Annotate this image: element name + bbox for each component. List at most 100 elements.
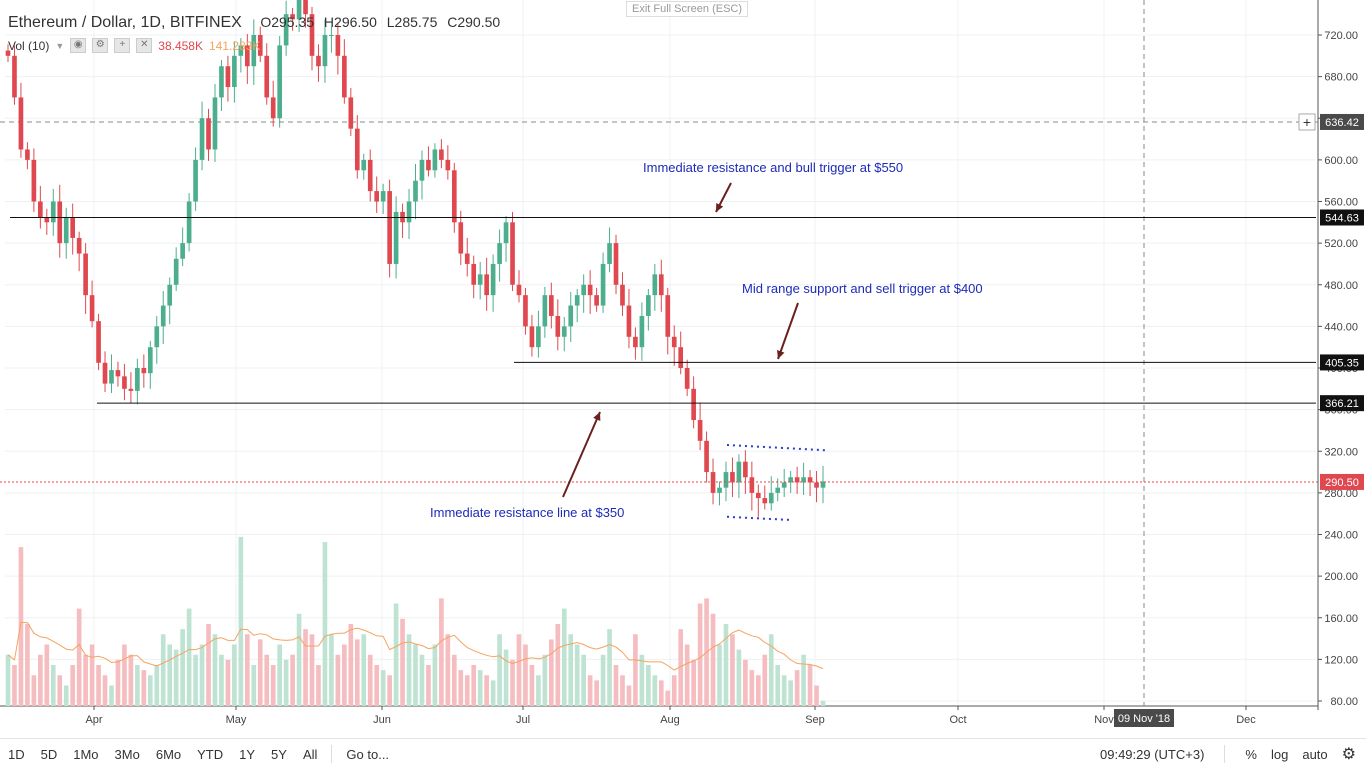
y-tick-label: 200.00 — [1324, 571, 1358, 583]
arrow-line — [777, 302, 799, 360]
auto-toggle[interactable]: auto — [1302, 746, 1328, 762]
volume-bar — [25, 624, 30, 706]
candle-body — [704, 440, 709, 473]
range-all[interactable]: All — [302, 746, 318, 762]
range-3mo[interactable]: 3Mo — [114, 746, 140, 762]
range-1mo[interactable]: 1Mo — [73, 746, 99, 762]
annotation-text: Immediate resistance line at $350 — [430, 505, 624, 520]
candle-body — [348, 97, 354, 129]
candle-body — [529, 326, 535, 348]
candle-body — [393, 211, 399, 264]
candle-body — [490, 263, 496, 296]
close-icon[interactable]: ✕ — [136, 38, 153, 53]
log-toggle[interactable]: log — [1270, 746, 1289, 762]
candle-body — [154, 326, 160, 348]
ohlc-values: O295.35 H296.50 L285.75 C290.50 — [260, 14, 506, 30]
candle-body — [665, 295, 671, 337]
range-6mo[interactable]: 6Mo — [155, 746, 182, 762]
volume-bar — [678, 629, 684, 706]
price-chart[interactable]: 720.00680.00640.00600.00560.00520.00480.… — [0, 0, 1366, 738]
candle-body — [5, 50, 11, 56]
range-5d[interactable]: 5D — [40, 746, 58, 762]
candle-body — [122, 376, 127, 389]
y-tick-label: 120.00 — [1324, 654, 1358, 666]
volume-bar — [167, 644, 173, 706]
candle-body — [820, 481, 826, 488]
candle-body — [283, 14, 289, 46]
candle-body — [141, 368, 147, 374]
volume-bar — [671, 675, 677, 706]
candle-body — [445, 159, 451, 171]
candle-body — [89, 295, 95, 322]
volume-bar — [335, 654, 341, 706]
candle-body — [102, 362, 108, 384]
volume-bar — [451, 654, 457, 706]
symbol-title[interactable]: Ethereum / Dollar, 1D, BITFINEX — [8, 14, 242, 31]
candle-body — [18, 97, 24, 150]
chevron-down-icon[interactable]: ▼ — [55, 40, 65, 51]
candle-body — [762, 498, 768, 504]
candle-body — [555, 315, 561, 337]
range-1y[interactable]: 1Y — [239, 746, 256, 762]
exit-fullscreen-button[interactable]: Exit Full Screen (ESC) — [626, 1, 749, 17]
candle-body — [626, 305, 632, 337]
candle-body — [743, 461, 748, 478]
volume-bar — [374, 665, 380, 706]
candle-body — [788, 477, 793, 483]
clock-time[interactable]: 09:49:29 (UTC+3) — [1100, 746, 1205, 762]
candle-body — [775, 487, 781, 493]
volume-bar — [413, 644, 418, 706]
volume-bar — [173, 649, 179, 706]
arrow-head — [777, 350, 785, 359]
candle-body — [581, 284, 587, 296]
candle-body — [755, 492, 761, 499]
volume-bar — [743, 659, 748, 706]
candle-body — [31, 159, 37, 202]
volume-bar — [749, 670, 755, 706]
volume-bar — [57, 675, 63, 706]
candle-body — [257, 35, 263, 56]
volume-bar — [820, 700, 826, 706]
volume-bar — [400, 618, 405, 706]
y-tick-label: 320.00 — [1324, 446, 1358, 458]
volume-bar — [484, 675, 489, 706]
range-1d[interactable]: 1D — [8, 746, 25, 762]
vol-label[interactable]: Vol (10) — [8, 38, 50, 53]
candle-body — [684, 368, 690, 389]
goto-button[interactable]: Go to... — [346, 746, 390, 762]
candle-body — [658, 274, 664, 296]
gear-icon[interactable]: ⚙ — [92, 38, 109, 53]
candle-body — [471, 263, 477, 285]
crosshair-price-label: 636.42 — [1325, 117, 1359, 129]
volume-bar — [102, 675, 108, 706]
volume-bar — [477, 670, 483, 706]
volume-bar — [38, 654, 43, 706]
volume-ma-line — [7, 621, 824, 671]
candle-body — [186, 201, 192, 244]
candle-body — [193, 159, 198, 202]
x-tick-label: Jun — [373, 714, 391, 726]
crosshair-date-label: 09 Nov '18 — [1118, 713, 1170, 725]
x-tick-label: Sep — [805, 714, 825, 726]
candle-body — [671, 336, 677, 348]
plus-icon[interactable]: + — [114, 38, 131, 53]
dotted-channel-bottom — [726, 515, 791, 521]
gear-icon[interactable]: ⚙ — [1341, 746, 1356, 763]
candle-body — [678, 347, 684, 368]
vol-value: 38.458K — [158, 38, 203, 53]
y-tick-label: 440.00 — [1324, 321, 1358, 333]
candle-body — [484, 274, 489, 296]
range-5y[interactable]: 5Y — [271, 746, 287, 762]
volume-bar — [193, 654, 198, 706]
candle-body — [380, 191, 386, 202]
chart-area[interactable]: 720.00680.00640.00600.00560.00520.00480.… — [0, 0, 1366, 738]
volume-bar — [160, 634, 166, 706]
range-ytd[interactable]: YTD — [197, 746, 224, 762]
eye-icon[interactable]: ◉ — [70, 38, 87, 53]
percent-toggle[interactable]: % — [1245, 746, 1257, 762]
candle-body — [549, 295, 554, 316]
volume-bar — [180, 629, 185, 706]
candle-body — [109, 370, 114, 384]
candle-body — [387, 191, 392, 264]
level-price-tag — [1320, 209, 1364, 226]
